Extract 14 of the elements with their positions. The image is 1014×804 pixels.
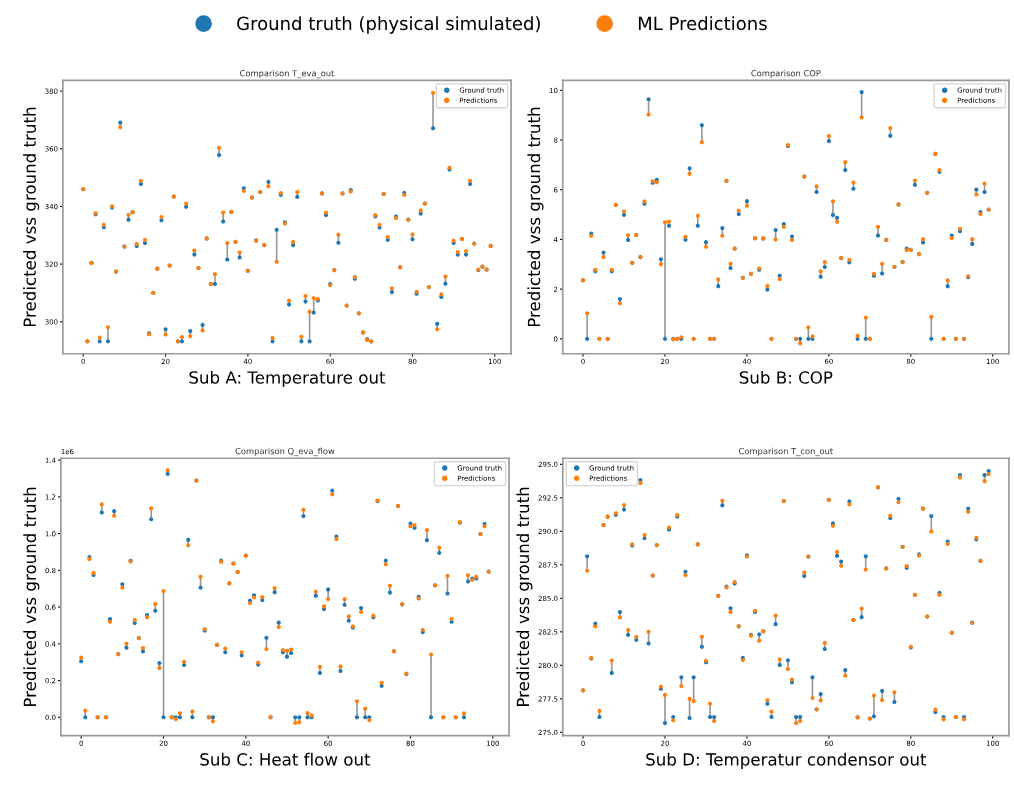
y-axis-title: Predicted vss ground truth [516, 487, 533, 707]
text: Ground truth (physical simulated) [237, 16, 540, 34]
chart-title: Comparison Q_eva_flow [235, 447, 335, 457]
x-axis-title: Sub B: COP [739, 370, 833, 384]
x-axis-title: Sub D: Temperatur condensor out [646, 752, 927, 769]
chart-title: Comparison T_con_out [739, 447, 833, 457]
x-axis-title: Sub C: Heat flow out [200, 752, 371, 766]
chart-title: Comparison T_eva_out [240, 69, 335, 79]
text: ML Predictions [638, 16, 767, 31]
x-axis-title: Sub A: Temperature out [189, 370, 386, 388]
y-axis-title: Predicted vss ground truth [527, 107, 544, 327]
y-axis-title: Predicted vss ground truth [23, 487, 40, 707]
y-axis-title: Predicted vss ground truth [23, 107, 40, 327]
chart-title: Comparison COP [751, 69, 821, 78]
